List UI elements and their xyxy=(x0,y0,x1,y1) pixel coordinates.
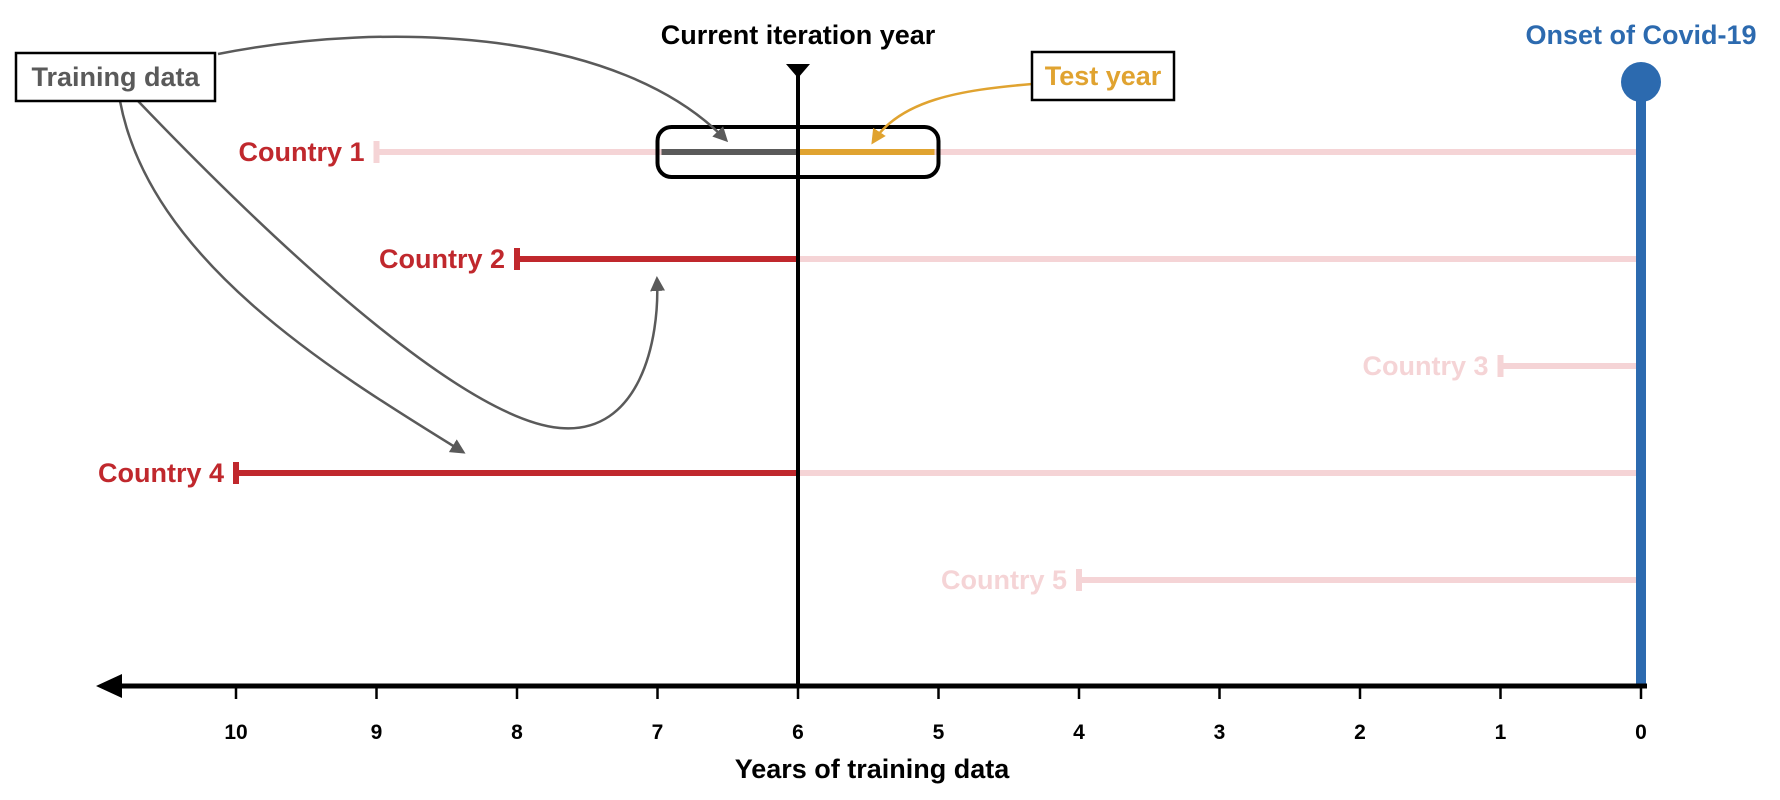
x-tick-label-10: 10 xyxy=(224,721,247,744)
country-5-label: Country 5 xyxy=(941,565,1067,595)
training-arrow-country2 xyxy=(137,100,666,430)
covid-onset-dot xyxy=(1621,62,1661,102)
training-data-label: Training data xyxy=(31,62,200,92)
x-tick-label-7: 7 xyxy=(652,721,664,744)
training-data-box: Training data xyxy=(14,51,217,103)
country-5-row: Country 5 xyxy=(941,565,1641,595)
country-1-row: Country 1 xyxy=(238,137,1641,167)
country-2-label: Country 2 xyxy=(379,244,505,274)
x-tick-label-5: 5 xyxy=(933,721,945,744)
x-tick-label-3: 3 xyxy=(1214,721,1226,744)
x-axis-title: Years of training data xyxy=(735,754,1011,784)
current-iteration-label: Current iteration year xyxy=(661,20,936,50)
country-3-row: Country 3 xyxy=(1362,351,1641,381)
test-year-label: Test year xyxy=(1045,61,1162,91)
x-tick-label-1: 1 xyxy=(1495,721,1507,744)
x-axis-arrowhead xyxy=(96,674,122,698)
current-iteration-triangle xyxy=(786,64,810,78)
country-4-label: Country 4 xyxy=(98,458,224,488)
x-tick-label-4: 4 xyxy=(1073,721,1085,744)
country-1-label: Country 1 xyxy=(238,137,364,167)
country-4-row: Country 4 xyxy=(98,458,1641,488)
country-3-label: Country 3 xyxy=(1362,351,1488,381)
country-rows: Country 1 Country 2 Country 3 Country 4 Coun… xyxy=(98,137,1641,595)
x-axis-ticks: 10 9 8 7 6 5 4 3 2 1 0 xyxy=(224,686,1647,744)
training-arrow-country1 xyxy=(217,35,729,143)
current-iteration-marker: Current iteration year xyxy=(661,20,936,686)
x-tick-label-0: 0 xyxy=(1635,721,1647,744)
x-tick-label-8: 8 xyxy=(511,721,523,744)
covid-onset-label: Onset of Covid-19 xyxy=(1525,20,1756,50)
annotation-arrows xyxy=(118,35,1033,454)
x-tick-label-6: 6 xyxy=(792,721,804,744)
test-year-box: Test year xyxy=(1030,50,1176,102)
training-arrow-country4 xyxy=(118,100,466,454)
x-tick-label-9: 9 xyxy=(371,721,383,744)
test-year-arrow xyxy=(871,82,1033,145)
covid-onset-marker: Onset of Covid-19 xyxy=(1525,20,1757,686)
training-data-box-frame xyxy=(14,51,217,103)
x-tick-label-2: 2 xyxy=(1354,721,1366,744)
test-year-box-frame xyxy=(1030,50,1176,102)
x-axis: 10 9 8 7 6 5 4 3 2 1 0 Years of training data xyxy=(96,674,1647,784)
country-2-row: Country 2 xyxy=(379,244,1641,274)
